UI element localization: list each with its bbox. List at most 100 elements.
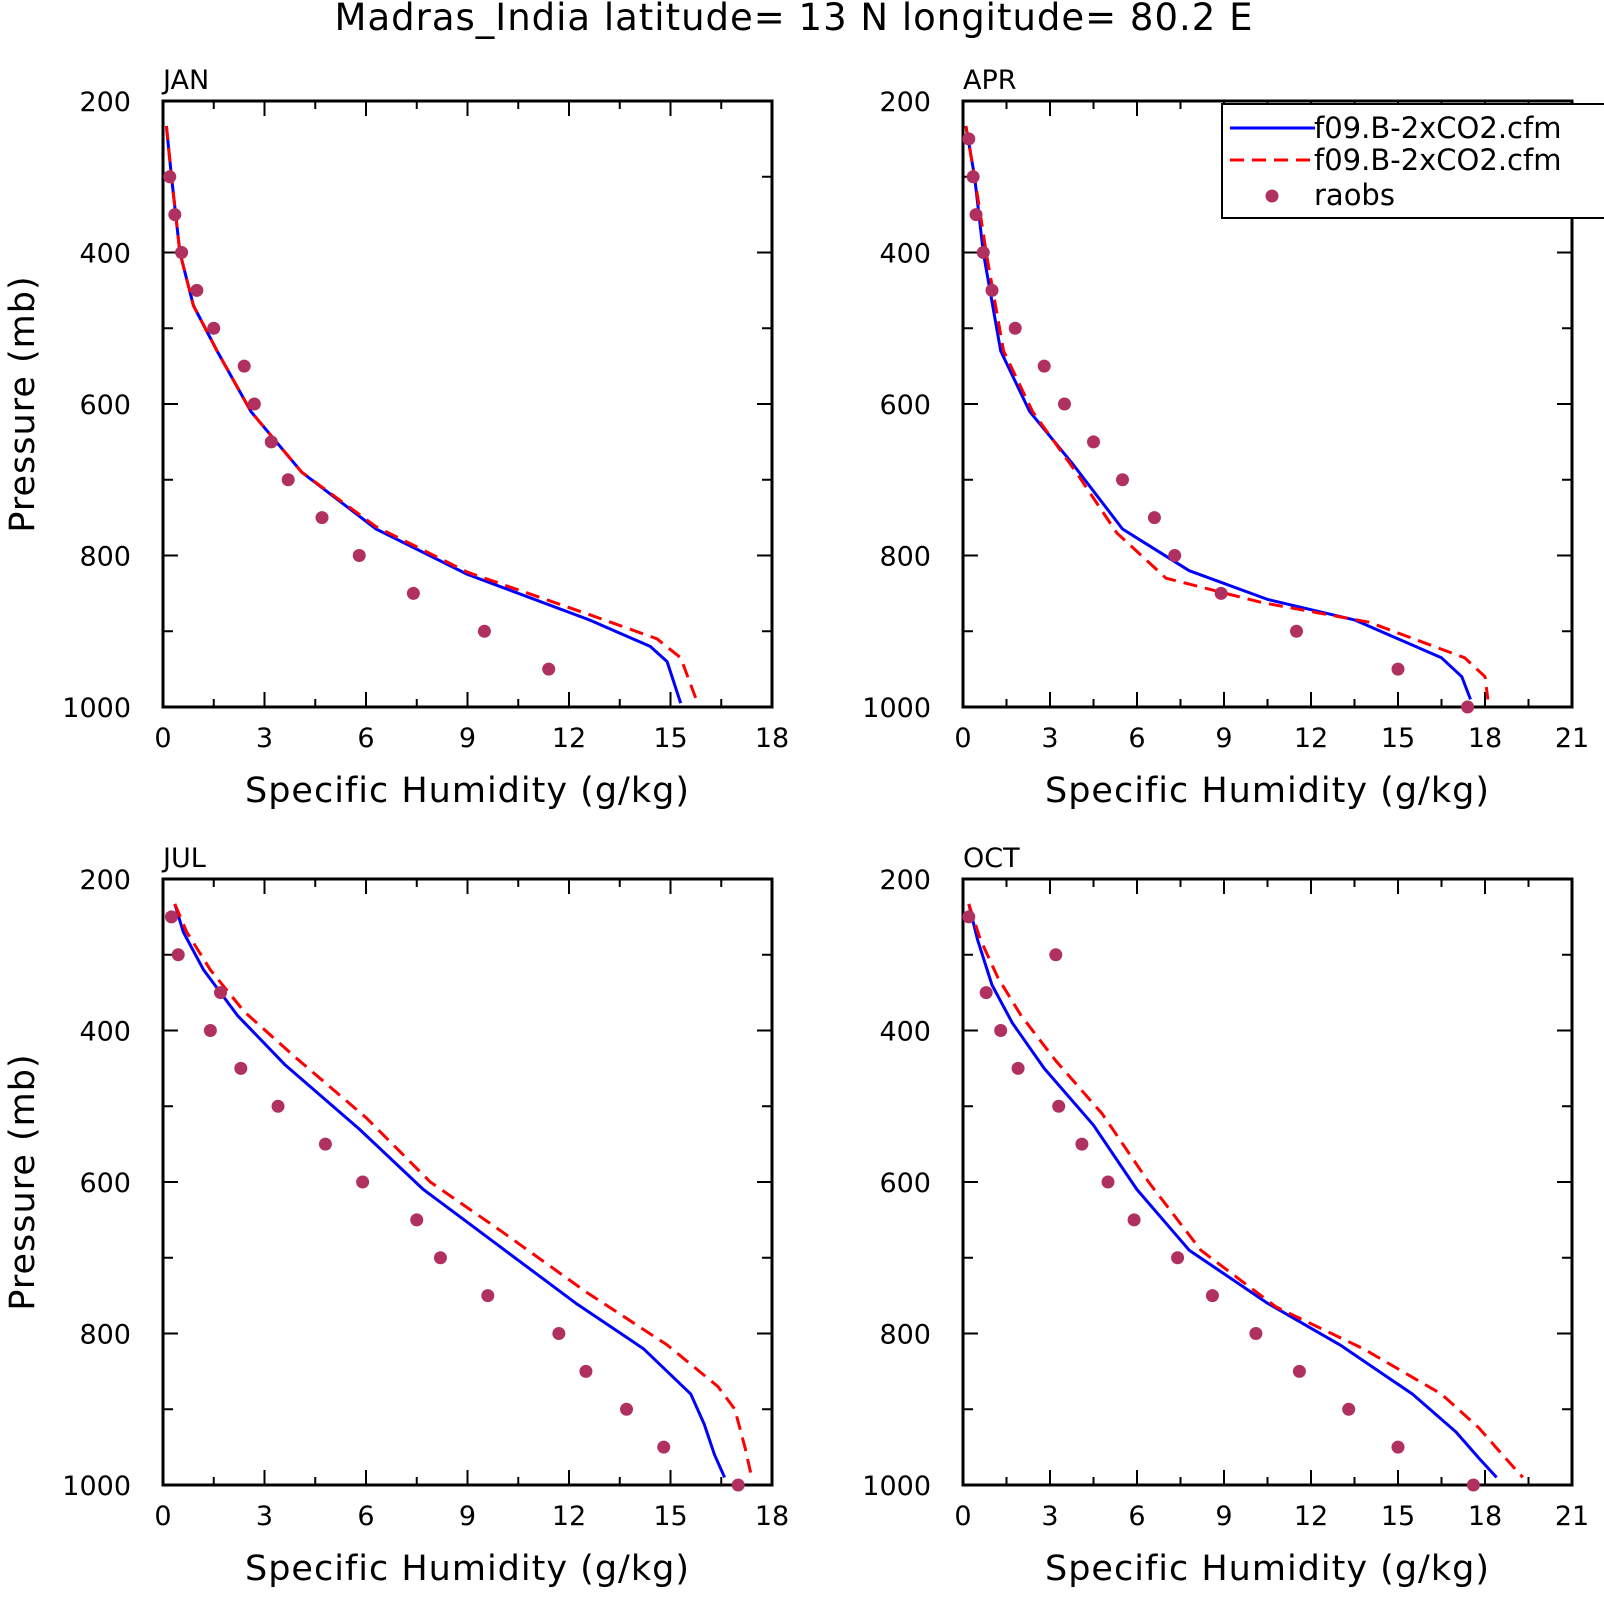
obs-point <box>1290 624 1303 638</box>
panel-title: JUL <box>161 843 206 874</box>
obs-point <box>966 170 980 184</box>
obs-point <box>1171 1251 1185 1265</box>
y-tick-label: 800 <box>79 542 131 573</box>
series-line-solid <box>164 125 683 704</box>
y-tick-label: 600 <box>79 390 131 421</box>
y-axis-label: Pressure (mb) <box>3 275 43 532</box>
y-tick-label: 200 <box>79 87 131 118</box>
panel-oct: 0 3 6 9 12 15 18 21 200 400 600 800 1000 OCT Specific … <box>862 843 1589 1589</box>
x-tick-label: 9 <box>459 723 476 754</box>
obs-point <box>1052 1099 1066 1113</box>
x-tick-label: 0 <box>154 1501 171 1532</box>
obs-point <box>1391 662 1405 676</box>
y-tick-label: 400 <box>879 239 931 270</box>
obs-point <box>1075 1137 1089 1151</box>
obs-point <box>203 1024 217 1037</box>
x-tick-label: 12 <box>1294 1501 1328 1532</box>
y-tick-label: 800 <box>79 1320 131 1351</box>
figure-title: Madras_India latitude= 13 N longitude= 8… <box>335 0 1254 39</box>
obs-point <box>481 1289 495 1303</box>
x-axis-label: Specific Humidity (g/kg) <box>1045 771 1490 811</box>
obs-point <box>164 910 178 924</box>
obs-point <box>1011 1061 1025 1075</box>
x-tick-label: 15 <box>653 723 687 754</box>
x-tick-label: 21 <box>1555 1501 1589 1532</box>
obs-point <box>994 1024 1008 1037</box>
obs-point <box>962 132 976 146</box>
obs-point <box>271 1099 285 1113</box>
panel-jan: 0 3 6 9 12 15 18 200 400 600 800 1000 JAN Specific Hu… <box>3 65 789 811</box>
legend-label-model1: f09.B-2xCO2.cfm <box>1314 111 1561 145</box>
y-tick-label: 400 <box>79 1017 131 1048</box>
obs-point <box>542 662 556 676</box>
obs-point <box>620 1402 634 1416</box>
obs-point <box>356 1175 370 1189</box>
y-tick-label: 400 <box>79 239 131 270</box>
obs-point <box>1008 321 1022 335</box>
obs-point <box>1214 586 1228 600</box>
x-tick-label: 9 <box>459 1501 476 1532</box>
obs-point <box>1101 1175 1115 1189</box>
x-tick-label: 18 <box>755 1501 789 1532</box>
y-tick-label: 800 <box>879 542 931 573</box>
obs-point <box>237 359 251 373</box>
obs-point <box>969 208 983 222</box>
obs-point <box>1249 1327 1263 1340</box>
x-tick-label: 0 <box>154 723 171 754</box>
x-tick-label: 3 <box>256 723 273 754</box>
y-tick-label: 200 <box>79 865 131 896</box>
obs-point <box>1127 1213 1141 1227</box>
x-tick-label: 21 <box>1555 723 1589 754</box>
x-tick-label: 6 <box>1128 723 1145 754</box>
obs-point <box>410 1213 424 1227</box>
x-tick-label: 12 <box>1294 723 1328 754</box>
x-tick-label: 18 <box>755 723 789 754</box>
x-tick-label: 6 <box>357 723 374 754</box>
obs-point <box>175 246 189 259</box>
x-tick-label: 3 <box>1041 723 1058 754</box>
x-tick-label: 3 <box>1041 1501 1058 1532</box>
obs-point <box>985 283 999 297</box>
y-tick-label: 600 <box>79 1168 131 1199</box>
obs-point <box>207 321 221 335</box>
series-line-dashed <box>173 903 754 1478</box>
obs-point <box>1037 359 1051 373</box>
obs-point <box>264 435 278 449</box>
x-tick-label: 6 <box>357 1501 374 1532</box>
x-tick-label: 18 <box>1468 723 1502 754</box>
obs-point <box>1147 511 1161 525</box>
plot-frame <box>161 877 774 1487</box>
y-tick-label: 200 <box>879 87 931 118</box>
x-tick-label: 18 <box>1468 1501 1502 1532</box>
obs-point <box>552 1327 566 1340</box>
obs-point <box>406 586 420 600</box>
obs-point <box>352 549 366 562</box>
obs-point <box>962 910 976 924</box>
obs-point <box>979 986 993 1000</box>
x-axis-label: Specific Humidity (g/kg) <box>1045 1549 1490 1589</box>
series-line-solid <box>967 903 1498 1479</box>
x-tick-label: 9 <box>1215 723 1232 754</box>
y-tick-label: 1000 <box>62 693 131 724</box>
obs-point <box>731 1478 745 1492</box>
y-tick-label: 1000 <box>862 1471 931 1502</box>
obs-point <box>163 170 177 184</box>
obs-point <box>1058 397 1071 411</box>
obs-point <box>318 1137 332 1151</box>
legend: f09.B-2xCO2.cfm f09.B-2xCO2.cfm raobs <box>1221 103 1604 219</box>
obs-point <box>190 283 204 297</box>
legend-label-model2: f09.B-2xCO2.cfm <box>1314 143 1561 177</box>
obs-point <box>1466 1478 1480 1492</box>
obs-point <box>281 473 295 487</box>
obs-point <box>247 397 261 411</box>
obs-point <box>976 246 990 259</box>
obs-point <box>1461 700 1475 714</box>
x-tick-label: 12 <box>552 1501 586 1532</box>
x-axis-label: Specific Humidity (g/kg) <box>245 771 690 811</box>
x-tick-label: 0 <box>954 1501 971 1532</box>
obs-point <box>168 208 182 222</box>
y-tick-label: 400 <box>879 1017 931 1048</box>
obs-point <box>1049 948 1063 962</box>
legend-marker-obs <box>1265 189 1279 203</box>
obs-point <box>579 1364 593 1378</box>
